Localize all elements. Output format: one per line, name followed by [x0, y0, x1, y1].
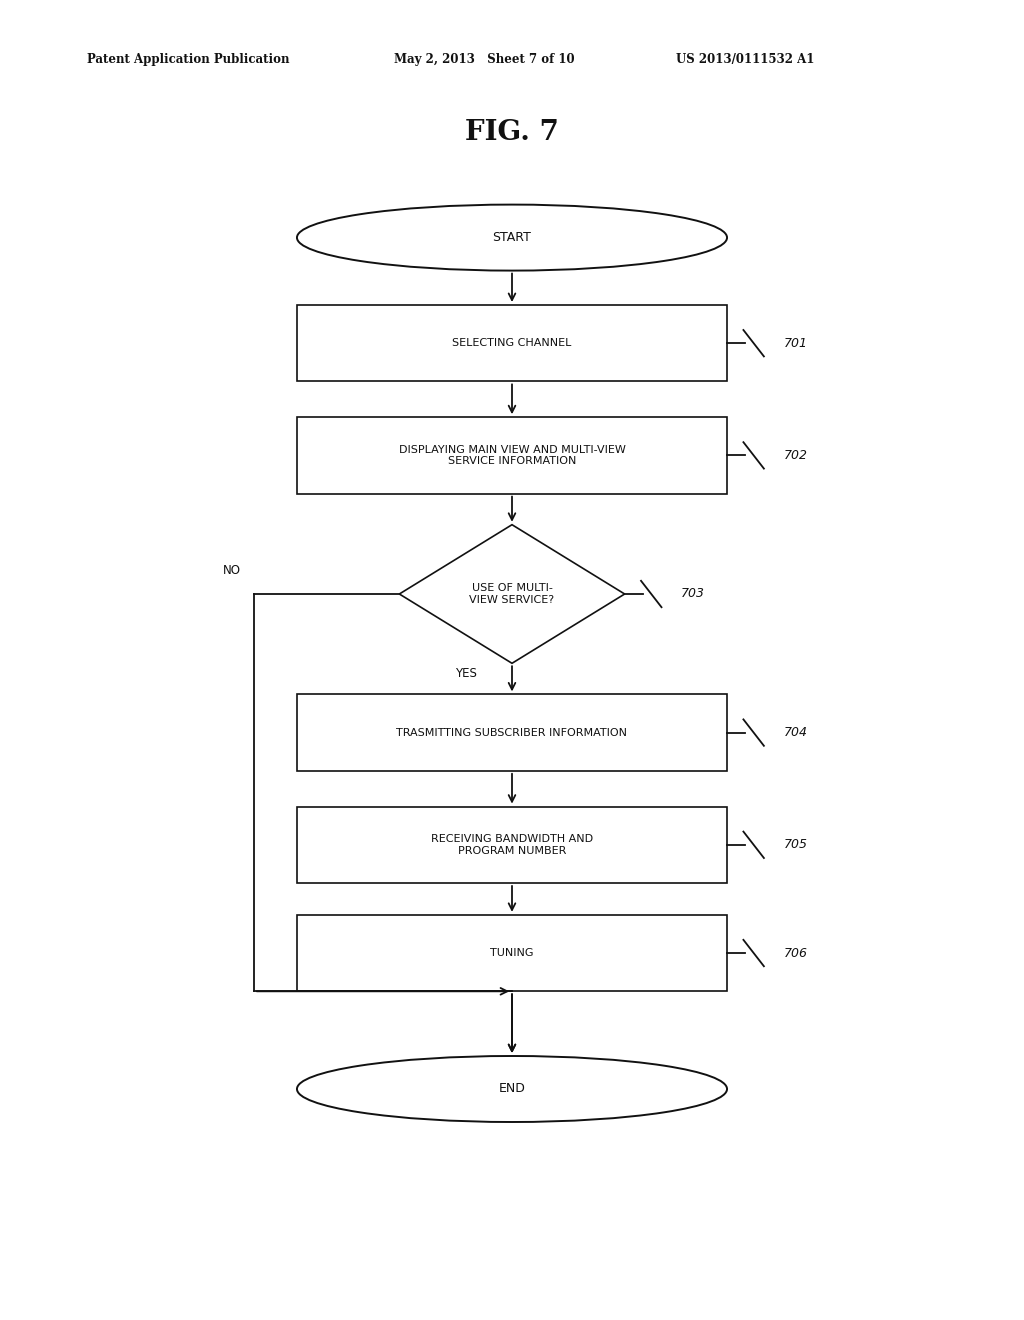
Text: END: END	[499, 1082, 525, 1096]
Text: TRASMITTING SUBSCRIBER INFORMATION: TRASMITTING SUBSCRIBER INFORMATION	[396, 727, 628, 738]
Text: SELECTING CHANNEL: SELECTING CHANNEL	[453, 338, 571, 348]
Text: DISPLAYING MAIN VIEW AND MULTI-VIEW
SERVICE INFORMATION: DISPLAYING MAIN VIEW AND MULTI-VIEW SERV…	[398, 445, 626, 466]
Text: USE OF MULTI-
VIEW SERVICE?: USE OF MULTI- VIEW SERVICE?	[469, 583, 555, 605]
Text: 704: 704	[783, 726, 807, 739]
Text: 706: 706	[783, 946, 807, 960]
Text: FIG. 7: FIG. 7	[465, 119, 559, 145]
Text: US 2013/0111532 A1: US 2013/0111532 A1	[676, 53, 814, 66]
Bar	[297, 694, 727, 771]
Bar	[297, 915, 727, 991]
Bar	[297, 305, 727, 381]
Text: 701: 701	[783, 337, 807, 350]
Text: NO: NO	[222, 564, 241, 577]
Text: May 2, 2013   Sheet 7 of 10: May 2, 2013 Sheet 7 of 10	[394, 53, 574, 66]
Text: 702: 702	[783, 449, 807, 462]
Text: 703: 703	[681, 587, 705, 601]
Text: START: START	[493, 231, 531, 244]
Text: RECEIVING BANDWIDTH AND
PROGRAM NUMBER: RECEIVING BANDWIDTH AND PROGRAM NUMBER	[431, 834, 593, 855]
Bar	[297, 807, 727, 883]
Bar	[297, 417, 727, 494]
Text: TUNING: TUNING	[490, 948, 534, 958]
Text: YES: YES	[455, 667, 477, 680]
Text: Patent Application Publication: Patent Application Publication	[87, 53, 290, 66]
Text: 705: 705	[783, 838, 807, 851]
